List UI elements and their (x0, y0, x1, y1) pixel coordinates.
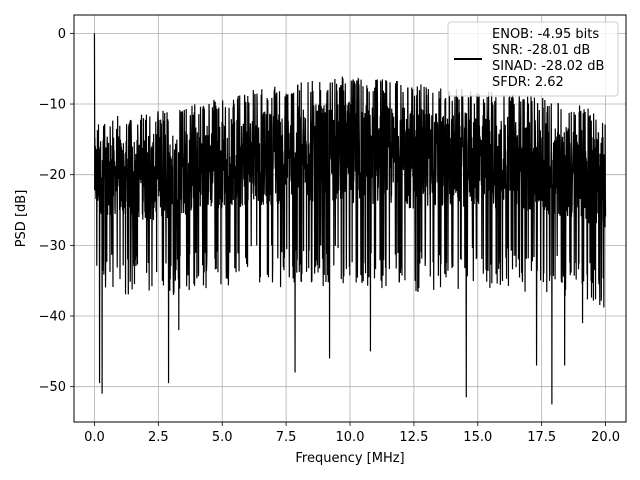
psd-series-line (93, 33, 607, 405)
x-tick-label: 10.0 (336, 430, 365, 445)
y-axis: 0 −10 −20 −30 −40 −50 (39, 27, 74, 395)
x-tick-label: 17.5 (527, 430, 556, 445)
y-tick-label: −40 (39, 310, 66, 325)
x-tick-label: 2.5 (148, 430, 169, 445)
x-tick-label: 0.0 (84, 430, 105, 445)
y-tick-label: 0 (58, 27, 66, 42)
x-axis-label: Frequency [MHz] (295, 451, 404, 466)
legend: ENOB: -4.95 bits SNR: -28.01 dB SINAD: -… (447, 21, 619, 97)
legend-sinad: SINAD: -28.02 dB (492, 59, 604, 74)
y-tick-label: −50 (39, 380, 66, 395)
legend-snr: SNR: -28.01 dB (492, 43, 590, 58)
legend-enob: ENOB: -4.95 bits (492, 27, 599, 42)
x-tick-label: 5.0 (212, 430, 233, 445)
x-tick-label: 20.0 (591, 430, 620, 445)
y-tick-label: −20 (39, 168, 66, 183)
x-tick-label: 12.5 (399, 430, 428, 445)
y-axis-label: PSD [dB] (14, 190, 29, 248)
plot-area (93, 33, 607, 405)
legend-box (447, 21, 619, 97)
x-axis: 0.0 2.5 5.0 7.5 10.0 12.5 15.0 17.5 20.0 (84, 422, 620, 445)
y-tick-label: −10 (39, 98, 66, 113)
y-tick-label: −30 (39, 239, 66, 254)
x-tick-label: 15.0 (463, 430, 492, 445)
x-tick-label: 7.5 (276, 430, 297, 445)
legend-sfdr: SFDR: 2.62 (492, 75, 564, 90)
